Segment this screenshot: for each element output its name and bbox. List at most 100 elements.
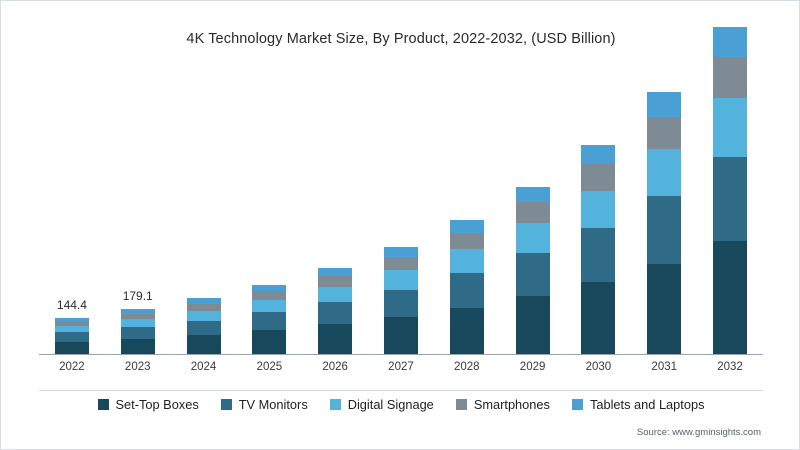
bar-segment[interactable] [515,253,550,297]
bar-slot [434,79,500,354]
x-axis-label: 2024 [190,361,217,373]
bar-segment[interactable] [383,317,418,354]
stacked-bar[interactable] [581,144,616,354]
bar-segment[interactable] [647,92,682,117]
stacked-bar[interactable] [186,298,221,354]
legend-label: Set-Top Boxes [115,397,199,412]
bar-segment[interactable] [186,303,221,311]
bar-segment[interactable] [318,275,353,287]
bar-segment[interactable] [383,246,418,257]
bar-segment[interactable] [186,310,221,321]
stacked-bar[interactable] [713,26,748,354]
bar-segment[interactable] [186,298,221,304]
bar-segment[interactable] [186,334,221,354]
bar-segment[interactable] [581,228,616,282]
legend-swatch-icon [571,399,583,410]
legend-item[interactable]: Tablets and Laptops [571,397,705,412]
source-note: Source: www.gminsights.com [636,427,761,438]
bar-slot [302,79,368,354]
bar-segment[interactable] [318,267,353,276]
bar-segment[interactable] [581,164,616,191]
bar-segment[interactable] [449,232,484,250]
x-axis-label: 2027 [388,361,414,373]
legend-item[interactable]: Smartphones [455,397,550,412]
bar-segment[interactable] [383,270,418,290]
bar-segment[interactable] [647,149,682,197]
bar-segment[interactable] [318,324,353,354]
x-axis-label: 2028 [453,361,480,373]
stacked-bar[interactable] [383,246,418,354]
bar-segment[interactable] [449,273,484,308]
stacked-bar[interactable] [54,318,89,354]
x-axis-label: 2023 [124,361,151,373]
legend-label: Digital Signage [347,397,434,412]
legend-label: Tablets and Laptops [589,397,705,412]
bar-segment[interactable] [252,299,287,313]
bar-segment[interactable] [581,144,616,165]
bar-segment[interactable] [120,319,155,327]
bar-segment[interactable] [54,341,89,354]
x-axis-label: 2032 [717,361,743,373]
x-axis-label: 2022 [59,361,85,373]
legend-swatch-icon [97,399,109,410]
bar-segment[interactable] [318,286,353,302]
bar-segment[interactable] [713,157,748,241]
bar-segment[interactable] [449,249,484,274]
bar-segment[interactable] [515,296,550,354]
bar-slot [500,79,566,354]
bar-slot [171,79,237,354]
legend-label: Smartphones [473,397,550,412]
bar-segment[interactable] [449,307,484,354]
bar-segment[interactable] [252,284,287,291]
chart-title: 4K Technology Market Size, By Product, 2… [186,31,616,47]
bar-slot: 179.1 [105,79,171,354]
bar-segment[interactable] [318,302,353,325]
bar-segment[interactable] [383,289,418,317]
chart-legend: Set-Top Boxes TV Monitors Digital Signage S… [1,397,800,412]
bar-segment[interactable] [515,223,550,254]
stacked-bar[interactable] [449,220,484,354]
bar-segment[interactable] [54,318,89,322]
legend-divider [39,390,763,391]
bar-slot [566,79,632,354]
bar-segment[interactable] [581,190,616,228]
bar-segment[interactable] [713,57,748,99]
bar-segment[interactable] [120,327,155,339]
bar-segment[interactable] [713,98,748,157]
bar-segment[interactable] [515,186,550,203]
legend-item[interactable]: Set-Top Boxes [97,397,199,412]
bar-segment[interactable] [515,202,550,224]
stacked-bar[interactable] [120,309,155,354]
bar-segment[interactable] [713,241,748,354]
stacked-bar[interactable] [252,284,287,354]
bar-segment[interactable] [120,309,155,314]
bar-segment[interactable] [252,312,287,330]
stacked-bar[interactable] [647,92,682,354]
bar-segment[interactable] [449,220,484,233]
bar-segment[interactable] [54,325,89,333]
x-axis-label: 2031 [651,361,678,373]
bar-value-label: 179.1 [122,289,153,304]
bar-segment[interactable] [120,338,155,354]
bar-segment[interactable] [647,116,682,150]
bar-segment[interactable] [120,313,155,319]
bar-segment[interactable] [713,26,748,58]
bar-segment[interactable] [252,291,287,300]
x-axis-label: 2030 [585,361,612,373]
bar-segment[interactable] [383,256,418,271]
bar-segment[interactable] [647,263,682,354]
bar-segment[interactable] [581,281,616,354]
legend-swatch-icon [455,399,467,410]
x-axis-line [39,354,763,355]
legend-item[interactable]: TV Monitors [220,397,308,412]
bar-segment[interactable] [252,330,287,354]
bar-segment[interactable] [54,332,89,342]
stacked-bar[interactable] [318,267,353,354]
x-axis-label: 2025 [256,361,283,373]
legend-item[interactable]: Digital Signage [329,397,434,412]
bar-segment[interactable] [186,320,221,335]
bar-segment[interactable] [647,196,682,264]
stacked-bar[interactable] [515,186,550,354]
bar-segment[interactable] [54,321,89,326]
